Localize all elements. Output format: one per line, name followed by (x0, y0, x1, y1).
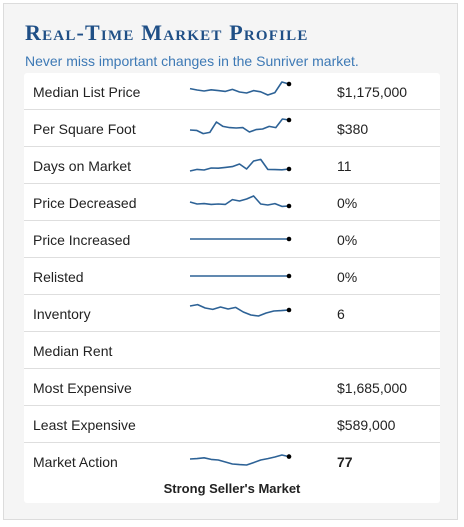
stat-value: 0% (337, 269, 358, 285)
sparkline-path (189, 454, 290, 466)
stat-label: Inventory (33, 306, 91, 322)
stat-value: 6 (337, 306, 345, 322)
stat-label: Market Action (33, 454, 118, 470)
sparkline-inventory (189, 303, 292, 317)
sparkline-path (189, 118, 290, 135)
stat-value: 11 (337, 158, 352, 174)
sparkline-per-square-foot (189, 117, 292, 135)
stat-label: Relisted (33, 269, 84, 285)
sparkline-days-on-market (189, 158, 292, 172)
sparkline-endpoint (286, 307, 292, 313)
sparkline-endpoint (286, 273, 292, 279)
stat-row-per-square-foot: Per Square Foot $380 (24, 110, 440, 147)
sparkline-endpoint (286, 117, 292, 123)
sparkline-endpoint (286, 454, 292, 459)
sparkline-endpoint (286, 81, 292, 87)
sparkline-endpoint (286, 203, 292, 209)
stat-row-market-action: Market Action 77 Strong Seller's Market (24, 443, 440, 503)
sparkline-path (189, 195, 290, 208)
stat-row-inventory: Inventory 6 (24, 295, 440, 332)
stat-row-median-rent: Median Rent (24, 332, 440, 369)
market-profile-widget: Real-Time Market Profile Never miss impo… (3, 3, 458, 520)
widget-title: Real-Time Market Profile (25, 20, 309, 45)
stat-value: $1,685,000 (337, 380, 408, 396)
market-action-score: 77 (337, 454, 353, 470)
sparkline-price-increased (190, 236, 292, 242)
sparkline-relisted (190, 273, 292, 279)
stat-label: Price Decreased (33, 195, 137, 211)
sparkline-path (189, 303, 290, 317)
sparkline-endpoint (286, 236, 292, 242)
stat-label: Days on Market (33, 158, 132, 174)
stat-row-price-increased: Price Increased 0% (24, 221, 440, 258)
sparkline-price-decreased (189, 195, 292, 209)
stat-label: Price Increased (33, 232, 131, 248)
stat-value: $380 (337, 121, 369, 137)
market-stats-table: Median List Price $1,175,000 Per Square … (24, 73, 440, 503)
stat-label: Most Expensive (33, 380, 132, 396)
sparkline-market-action (189, 454, 292, 466)
stat-row-relisted: Relisted 0% (24, 258, 440, 295)
stat-row-least-expensive: Least Expensive $589,000 (24, 406, 440, 443)
stat-value: 0% (337, 232, 358, 248)
stat-label: Per Square Foot (33, 121, 136, 137)
stat-value: $1,175,000 (337, 84, 408, 100)
stat-label: Least Expensive (33, 417, 136, 433)
sparkline-endpoint (286, 166, 292, 172)
widget-subtitle: Never miss important changes in the Sunr… (25, 53, 359, 69)
market-action-caption: Strong Seller's Market (163, 481, 301, 496)
stat-row-most-expensive: Most Expensive $1,685,000 (24, 369, 440, 406)
stat-label: Median Rent (33, 343, 113, 359)
stat-label: Median List Price (33, 84, 141, 100)
stat-row-days-on-market: Days on Market 11 (24, 147, 440, 184)
stat-row-median-list-price: Median List Price $1,175,000 (24, 73, 440, 110)
stat-value: 0% (337, 195, 358, 211)
stat-row-price-decreased: Price Decreased 0% (24, 184, 440, 221)
sparkline-path (189, 158, 290, 172)
sparkline-path (189, 81, 290, 96)
sparkline-median-list-price (189, 81, 292, 96)
stat-value: $589,000 (337, 417, 396, 433)
